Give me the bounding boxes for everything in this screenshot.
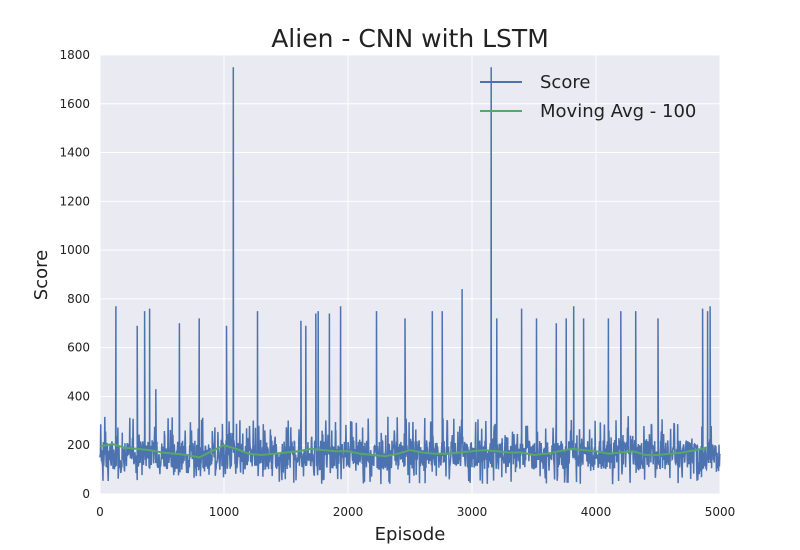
series-layer	[99, 67, 721, 485]
y-tick-label: 1200	[59, 194, 90, 208]
score-series-line	[99, 67, 721, 485]
y-tick-label: 800	[67, 292, 90, 306]
y-tick-label: 1800	[59, 48, 90, 62]
y-tick-label: 1000	[59, 243, 90, 257]
y-tick-labels: 0 200 400 600 800 1000 1200 1400 1600 1800	[59, 48, 90, 501]
x-tick-label: 0	[96, 505, 104, 519]
legend-moving-avg-label: Moving Avg - 100	[540, 101, 696, 122]
y-axis-title: Score	[31, 250, 52, 300]
chart-title: Alien - CNN with LSTM	[271, 24, 549, 53]
y-tick-label: 1400	[59, 146, 90, 160]
y-tick-label: 600	[67, 341, 90, 355]
x-tick-label: 3000	[457, 505, 488, 519]
x-tick-label: 4000	[581, 505, 612, 519]
grid-layer	[99, 54, 721, 495]
legend: Score Moving Avg - 100	[480, 72, 696, 122]
x-tick-label: 5000	[705, 505, 736, 519]
y-tick-label: 1600	[59, 97, 90, 111]
x-tick-label: 2000	[333, 505, 364, 519]
y-tick-label: 200	[67, 438, 90, 452]
legend-score-label: Score	[540, 72, 590, 93]
y-tick-label: 0	[82, 487, 90, 501]
x-tick-label: 1000	[209, 505, 240, 519]
y-tick-label: 400	[67, 389, 90, 403]
x-axis-title: Episode	[375, 524, 446, 545]
x-tick-labels: 0 1000 2000 3000 4000 5000	[96, 505, 735, 519]
moving-avg-series-line	[99, 442, 708, 459]
